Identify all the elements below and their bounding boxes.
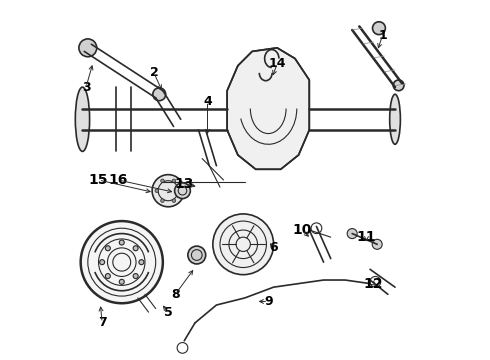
Text: 16: 16	[108, 173, 128, 187]
Text: 1: 1	[378, 29, 387, 42]
Text: 12: 12	[364, 276, 383, 291]
Text: 2: 2	[149, 66, 158, 79]
Polygon shape	[227, 48, 309, 169]
Circle shape	[172, 199, 176, 202]
Text: 13: 13	[174, 176, 194, 190]
Text: 3: 3	[82, 81, 90, 94]
Circle shape	[133, 274, 138, 279]
Circle shape	[372, 22, 386, 35]
Circle shape	[172, 179, 176, 183]
Ellipse shape	[188, 246, 206, 264]
Circle shape	[161, 199, 164, 202]
Circle shape	[153, 88, 166, 101]
Circle shape	[105, 274, 110, 279]
Circle shape	[161, 179, 164, 183]
Text: 4: 4	[203, 95, 212, 108]
Circle shape	[178, 189, 181, 193]
Ellipse shape	[75, 87, 90, 152]
Circle shape	[372, 239, 382, 249]
Text: 6: 6	[270, 241, 278, 255]
Circle shape	[105, 246, 110, 251]
Circle shape	[133, 246, 138, 251]
Text: 5: 5	[164, 306, 172, 319]
Ellipse shape	[390, 94, 400, 144]
Ellipse shape	[152, 175, 184, 207]
Circle shape	[155, 189, 159, 193]
Circle shape	[119, 240, 124, 245]
Circle shape	[81, 221, 163, 303]
Text: 14: 14	[269, 57, 286, 71]
Circle shape	[119, 279, 124, 284]
Text: 7: 7	[98, 316, 106, 329]
Circle shape	[213, 214, 273, 275]
Circle shape	[99, 260, 104, 265]
Circle shape	[79, 39, 97, 57]
Text: 9: 9	[264, 295, 272, 308]
Ellipse shape	[174, 183, 190, 199]
Text: 11: 11	[357, 230, 376, 244]
Circle shape	[139, 260, 144, 265]
Circle shape	[393, 80, 404, 91]
Text: 8: 8	[171, 288, 180, 301]
Text: 10: 10	[293, 223, 312, 237]
Circle shape	[347, 229, 357, 239]
Text: 15: 15	[89, 173, 108, 187]
